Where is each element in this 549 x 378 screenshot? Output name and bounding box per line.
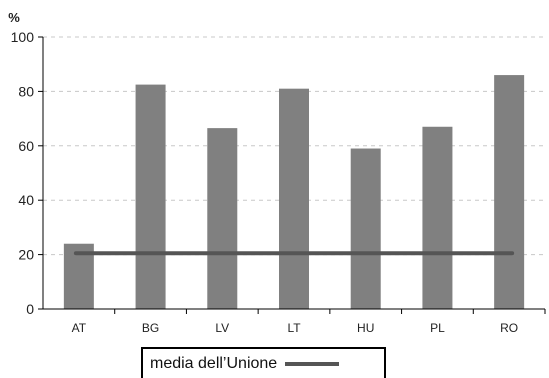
bar-ro bbox=[494, 75, 525, 309]
y-tick-label-40: 40 bbox=[18, 192, 34, 208]
legend: media dell’Unione bbox=[141, 347, 386, 378]
x-tick-label-bg: BG bbox=[142, 321, 159, 335]
x-tick-label-hu: HU bbox=[357, 321, 374, 335]
y-tick-label-0: 0 bbox=[26, 301, 34, 317]
x-tick-label-ro: RO bbox=[500, 321, 518, 335]
y-tick-label-60: 60 bbox=[18, 138, 34, 154]
legend-label: media dell’Unione bbox=[150, 354, 278, 372]
bar-hu bbox=[350, 148, 381, 309]
bar-lv bbox=[207, 128, 238, 309]
legend-line-swatch bbox=[285, 361, 340, 366]
y-tick-label-80: 80 bbox=[18, 83, 34, 99]
bar-pl bbox=[422, 126, 453, 309]
y-tick-label-20: 20 bbox=[18, 247, 34, 263]
x-axis-categories: AT BG LV LT HU PL RO bbox=[72, 309, 546, 335]
axes bbox=[42, 37, 545, 310]
bar-bg bbox=[135, 84, 166, 309]
x-tick-label-pl: PL bbox=[430, 321, 445, 335]
y-axis-label: % bbox=[8, 10, 20, 25]
bars bbox=[63, 75, 525, 310]
bar-lt bbox=[279, 88, 309, 310]
y-tick-label-100: 100 bbox=[11, 29, 35, 45]
x-tick-label-at: AT bbox=[72, 321, 87, 335]
x-tick-label-lv: LV bbox=[215, 321, 229, 335]
x-tick-label-lt: LT bbox=[287, 321, 301, 335]
y-axis-ticks: 0 20 40 60 80 100 bbox=[11, 29, 43, 317]
